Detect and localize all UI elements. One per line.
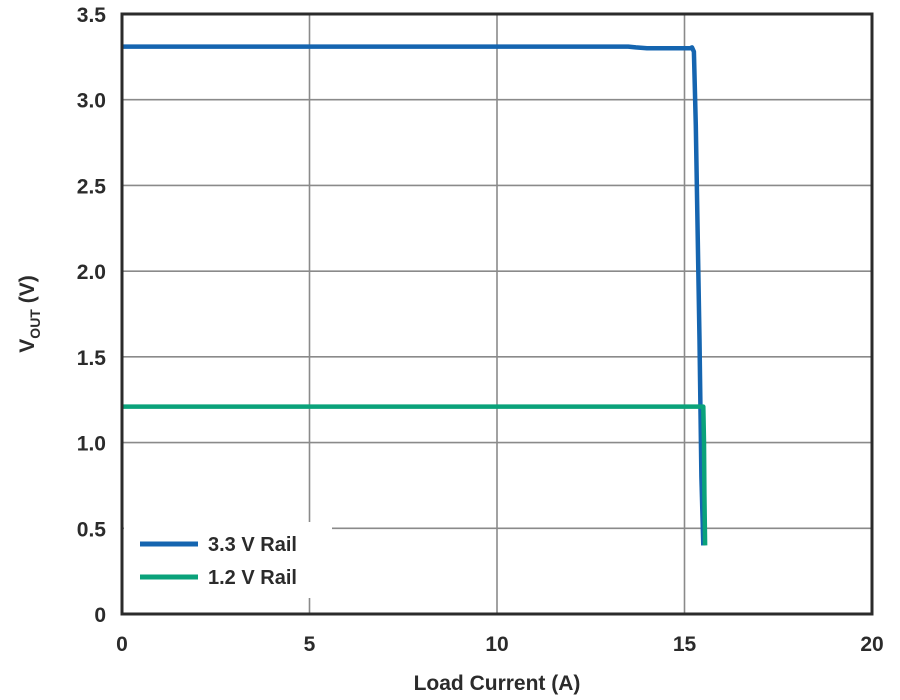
y-tick-label: 1.5	[77, 347, 107, 370]
plot-frame	[120, 12, 874, 616]
x-axis-title: Load Current (A)	[414, 672, 581, 695]
y-tick-label: 2.5	[77, 175, 107, 198]
x-tick-label: 0	[116, 633, 128, 656]
x-tick-label: 5	[304, 633, 316, 656]
y-tick-label: 3.5	[77, 4, 107, 27]
y-axis-title: VOUT (V)	[16, 275, 43, 352]
series-line-1	[122, 404, 708, 546]
y-tick-label: 0.5	[77, 518, 107, 541]
series-lines	[122, 44, 708, 546]
x-tick-label: 20	[860, 633, 883, 656]
legend-box	[124, 522, 332, 598]
legend-label-0: 3.3 V Rail	[208, 534, 297, 556]
y-tick-label: 3.0	[77, 90, 106, 113]
y-tick-labels: 0 0.5 1.0 1.5 2.0 2.5 3.0 3.5	[77, 4, 107, 627]
x-tick-labels: 0 5 10 15 20	[116, 633, 884, 656]
y-axis-title-unit: (V)	[16, 275, 39, 309]
y-tick-label: 2.0	[77, 261, 106, 284]
x-tick-label: 15	[673, 633, 697, 656]
y-axis-title-subscript: OUT	[27, 309, 43, 339]
y-tick-label: 1.0	[77, 433, 106, 456]
legend-label-1: 1.2 V Rail	[208, 567, 297, 589]
y-tick-label: 0	[94, 604, 106, 627]
x-tick-label: 10	[485, 633, 508, 656]
series-line-0	[122, 44, 706, 546]
y-axis-title-main: V	[16, 339, 39, 353]
legend: 3.3 V Rail 1.2 V Rail	[124, 522, 332, 598]
